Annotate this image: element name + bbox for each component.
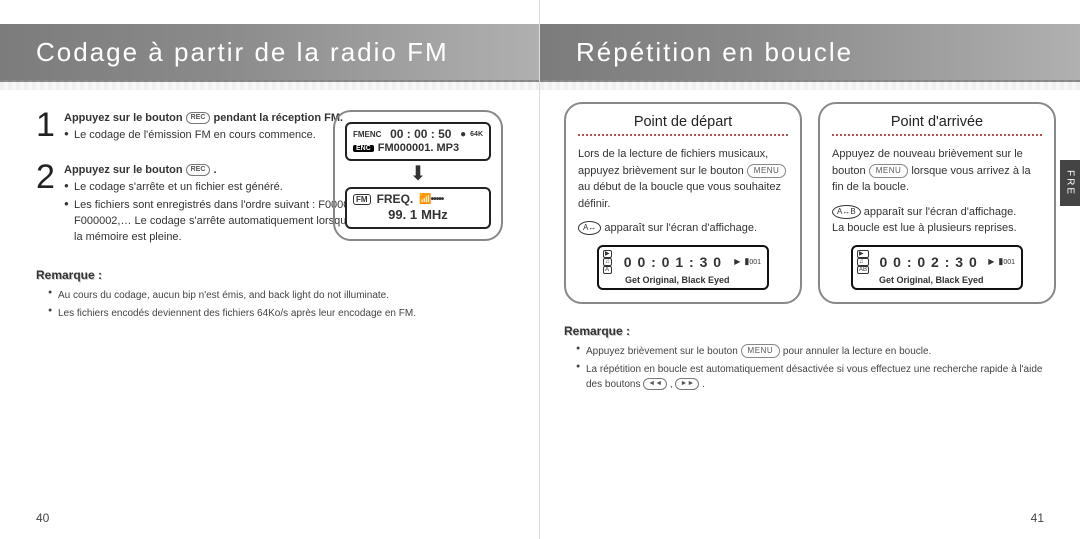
down-arrow-icon: ⬇ [410, 164, 427, 184]
rewind-button-icon: ◄◄ [643, 378, 667, 390]
page-title-right: Répétition en boucle [576, 37, 853, 68]
panel1-title: Point de départ [578, 114, 788, 130]
battery-icon: ▮001 [998, 256, 1015, 267]
panel2-text1: Appuyez de nouveau brièvement sur le bou… [832, 146, 1042, 196]
menu-button-icon: MENU [741, 344, 781, 358]
header-bar-left: Codage à partir de la radio FM [0, 24, 539, 82]
panel2-text2: A↔B apparaît sur l'écran d'affichage. La… [832, 204, 1042, 237]
antenna-icon: 📶••••• [419, 194, 443, 205]
menu-button-icon: MENU [747, 164, 787, 178]
page-41: Répétition en boucle FRE Point de départ… [540, 0, 1080, 539]
header-bar-right: Répétition en boucle [540, 24, 1080, 82]
ab-loop-icon: A↔B [832, 205, 861, 219]
lcd-encoding: FMENC 00 : 00 : 50 ● 64K ENC FM000001. M… [345, 122, 491, 161]
page-title-left: Codage à partir de la radio FM [36, 37, 449, 68]
panel-end-point: Point d'arrivée Appuyez de nouveau brièv… [818, 102, 1056, 304]
lcd-freq: FM FREQ. 📶••••• 99. 1 MHz [345, 187, 491, 229]
rec-button-icon: REC [186, 164, 211, 176]
step-1-bullet: Le codage de l'émission FM en cours comm… [64, 128, 344, 144]
lcd-mode-icons: ▶♫A [603, 250, 612, 274]
remark-left-1: Au cours du codage, aucun bip n'est émis… [48, 288, 503, 303]
a-loop-icon: A↔ [578, 221, 601, 235]
step-2-bullet-1: Le codage s'arrête et un fichier est gén… [64, 180, 364, 196]
left-content: 1 Appuyez sur le bouton REC pendant la r… [0, 82, 539, 248]
remark-right-2: La répétition en boucle est automatiquem… [576, 362, 1056, 392]
rec-button-icon: REC [186, 112, 211, 124]
remark-title-right: Remarque : [564, 324, 1080, 338]
panel1-text: Lors de la lecture de fichiers musicaux,… [578, 146, 788, 212]
panel-start-point: Point de départ Lors de la lecture de fi… [564, 102, 802, 304]
step-2-number: 2 [36, 160, 64, 194]
remark-right-1: Appuyez brièvement sur le bouton MENU po… [576, 344, 1056, 359]
fre-tab: FRE [1060, 160, 1080, 206]
remark-title-left: Remarque : [36, 268, 539, 282]
step-2-bullet-2: Les fichiers sont enregistrés dans l'ord… [64, 198, 364, 246]
step-1-number: 1 [36, 108, 64, 142]
lcd-display-group: FMENC 00 : 00 : 50 ● 64K ENC FM000001. M… [333, 110, 503, 241]
page-40: Codage à partir de la radio FM 1 Appuyez… [0, 0, 540, 539]
menu-button-icon: MENU [869, 164, 909, 178]
page-number-right: 41 [1031, 511, 1044, 525]
lcd-mode-icons: ▶♫AB [857, 250, 869, 274]
panel1-badge-line: A↔ apparaît sur l'écran d'affichage. [578, 220, 788, 237]
page-number-left: 40 [36, 511, 49, 525]
remark-left-2: Les fichiers encodés deviennent des fich… [48, 306, 503, 321]
lcd-start: ▶♫A 0 0 : 0 1 : 3 0 ▶ ▮001 Get Original,… [597, 245, 769, 290]
battery-icon: ▮001 [744, 256, 761, 267]
loop-panels: Point de départ Lors de la lecture de fi… [540, 82, 1080, 304]
forward-button-icon: ►► [675, 378, 699, 390]
lcd-end: ▶♫AB 0 0 : 0 2 : 3 0 ▶ ▮001 Get Original… [851, 245, 1023, 290]
panel2-title: Point d'arrivée [832, 114, 1042, 130]
